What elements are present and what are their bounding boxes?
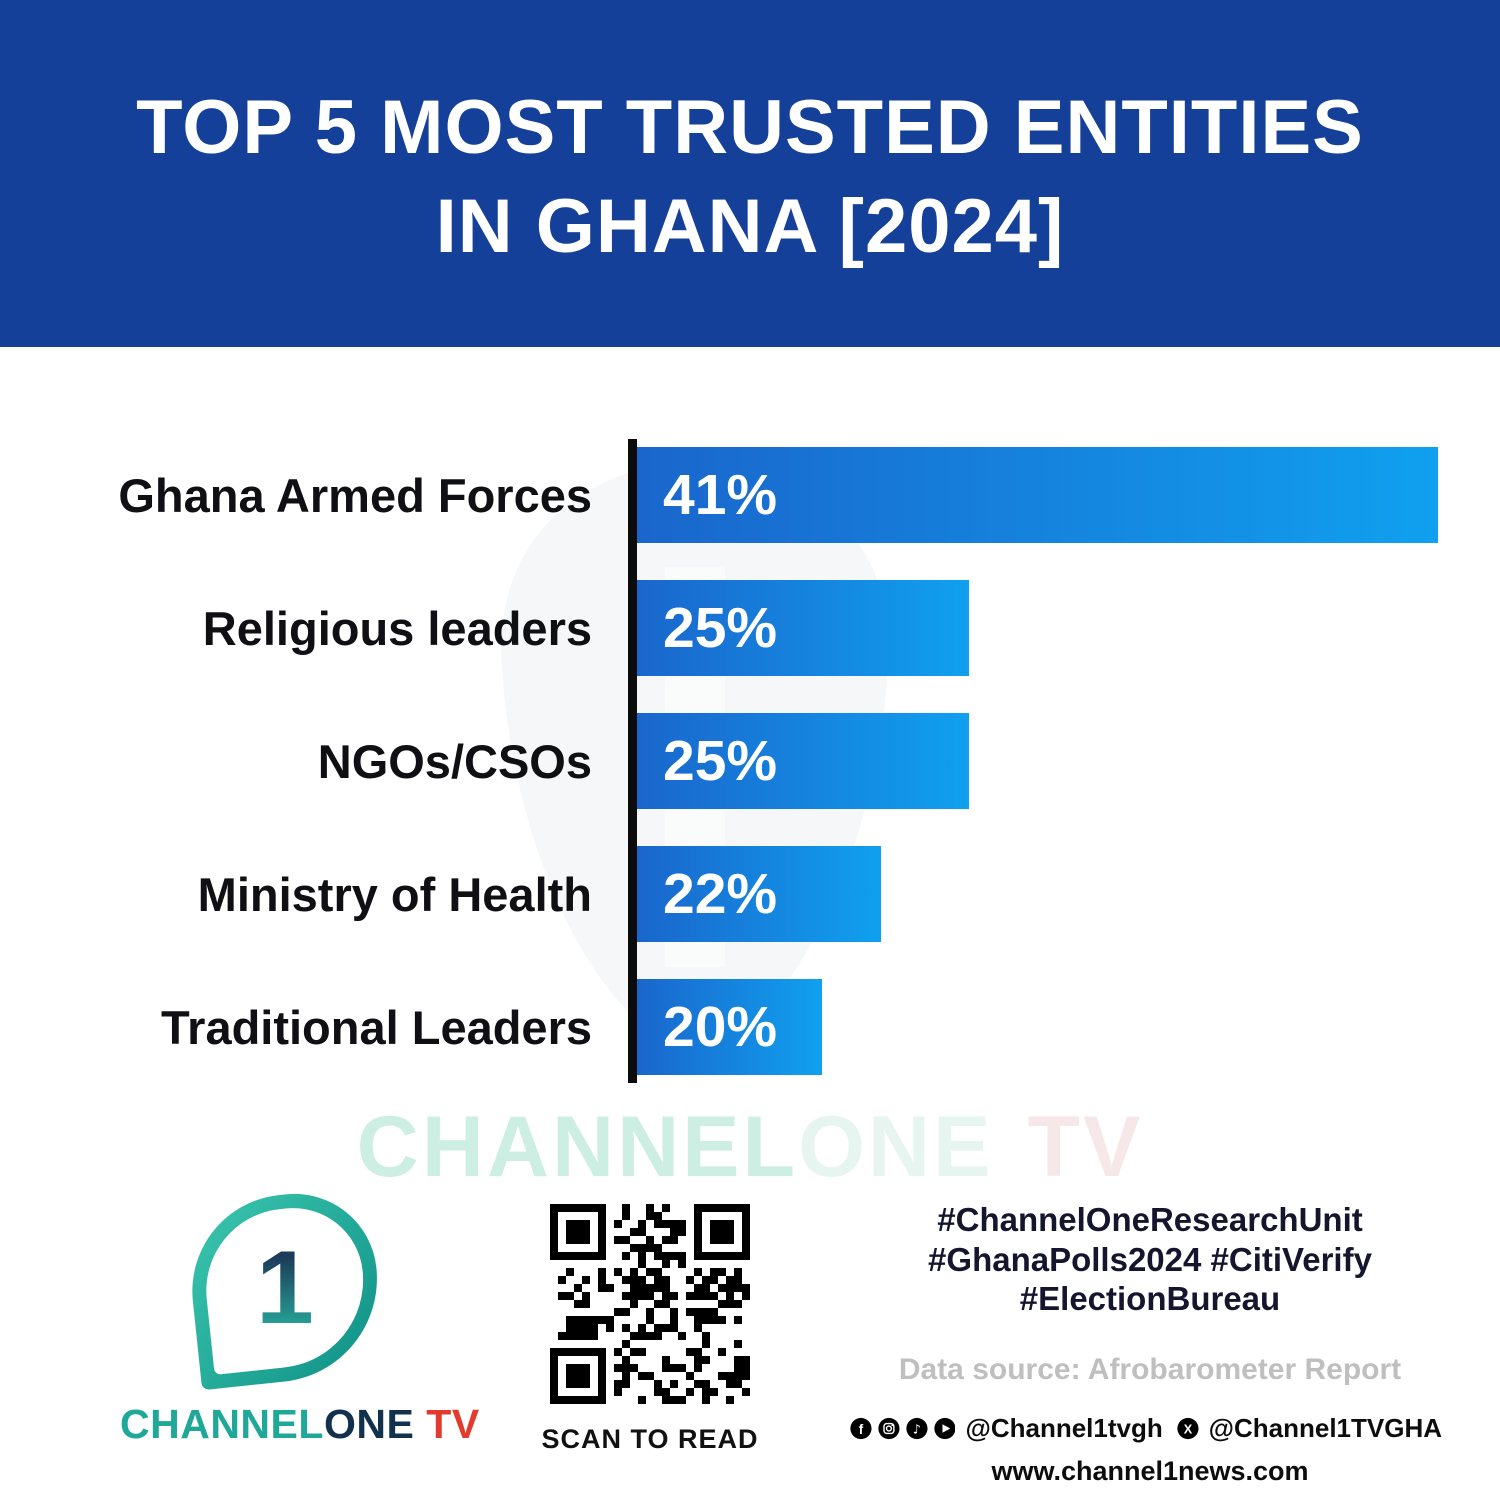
- bar-track: 22%: [637, 846, 1438, 942]
- brand-tv: TV: [426, 1401, 480, 1447]
- bar-value-label: 20%: [663, 995, 778, 1059]
- chart-row: Traditional Leaders 20%: [0, 979, 1438, 1075]
- bar: 25%: [637, 713, 969, 809]
- svg-text:X: X: [1183, 1422, 1192, 1436]
- social-row: f ♪ @Channel1tvgh X @Channel1TVGHA: [850, 1413, 1450, 1444]
- bar-track: 25%: [637, 713, 1438, 809]
- chart-row: Ministry of Health 22%: [0, 846, 1438, 942]
- bar-chart-rows: Ghana Armed Forces 41% Religious leaders 25…: [0, 447, 1438, 1075]
- bar-label: Traditional Leaders: [161, 1000, 592, 1054]
- channelone-watermark: CHANNEL ONE TV: [0, 1098, 1500, 1197]
- chart-axis: [628, 439, 637, 1083]
- bar-value-label: 25%: [663, 596, 778, 660]
- bar-label: NGOs/CSOs: [317, 734, 592, 788]
- brand-one: ONE: [323, 1401, 415, 1447]
- qr-code: [546, 1200, 754, 1408]
- channel-one-logo-block: 1 CHANNELONE TV: [120, 1185, 479, 1448]
- chart-row: Ghana Armed Forces 41%: [0, 447, 1438, 543]
- bar-track: 41%: [637, 447, 1438, 543]
- bar-value-label: 41%: [663, 463, 778, 527]
- bar: 25%: [637, 580, 969, 676]
- page-title-line1: TOP 5 MOST TRUSTED ENTITIES: [136, 84, 1364, 170]
- bar-track: 20%: [637, 979, 1438, 1075]
- bar: 20%: [637, 979, 822, 1075]
- website-url: www.channel1news.com: [991, 1455, 1309, 1486]
- data-source-label: Data source: Afrobarometer Report: [898, 1352, 1402, 1386]
- logo-inner-shape: 1: [198, 1201, 372, 1375]
- brand-channel: CHANNEL: [120, 1401, 324, 1447]
- header-banner: TOP 5 MOST TRUSTED ENTITIES IN GHANA [20…: [0, 0, 1500, 347]
- bar: 41%: [637, 447, 1438, 543]
- social-handle-primary: @Channel1tvgh: [965, 1412, 1163, 1443]
- svg-text:♪: ♪: [913, 1421, 921, 1436]
- page-title-line2: IN GHANA [2024]: [435, 183, 1065, 269]
- brand-wordmark: CHANNELONE TV: [120, 1401, 479, 1448]
- watermark-part3: TV: [1027, 1099, 1144, 1195]
- bar-label: Religious leaders: [202, 601, 592, 655]
- svg-text:f: f: [859, 1422, 864, 1437]
- bar-track: 25%: [637, 580, 1438, 676]
- hashtag-line-1: #ChannelOneResearchUnit: [937, 1201, 1363, 1238]
- chart-row: NGOs/CSOs 25%: [0, 713, 1438, 809]
- logo-numeral: 1: [256, 1230, 314, 1346]
- bar-label: Ghana Armed Forces: [118, 468, 592, 522]
- tiktok-icon: ♪: [906, 1417, 928, 1439]
- social-handle-x: @Channel1TVGHA: [1208, 1412, 1443, 1443]
- youtube-icon: [933, 1417, 956, 1439]
- hashtag-line-2: #GhanaPolls2024 #CitiVerify: [928, 1240, 1372, 1278]
- hashtag-line-3: #ElectionBureau: [1019, 1280, 1281, 1318]
- bar-label: Ministry of Health: [197, 867, 592, 921]
- x-icon: X: [1177, 1417, 1199, 1439]
- footer-info-block: #ChannelOneResearchUnit #GhanaPolls2024 …: [850, 1200, 1450, 1487]
- instagram-icon: [878, 1417, 900, 1439]
- watermark-part1: CHANNEL: [356, 1099, 799, 1195]
- watermark-part2: ONE: [798, 1099, 994, 1195]
- facebook-icon: f: [850, 1417, 872, 1439]
- bar: 22%: [637, 846, 881, 942]
- bar-chart: Ghana Armed Forces 41% Religious leaders 25…: [0, 439, 1500, 1083]
- channel-one-logo-icon: 1: [182, 1185, 388, 1391]
- bar-value-label: 22%: [663, 862, 778, 926]
- chart-row: Religious leaders 25%: [0, 580, 1438, 676]
- qr-caption: SCAN TO READ: [541, 1424, 759, 1454]
- bar-value-label: 25%: [663, 729, 778, 793]
- qr-block: SCAN TO READ: [538, 1200, 762, 1455]
